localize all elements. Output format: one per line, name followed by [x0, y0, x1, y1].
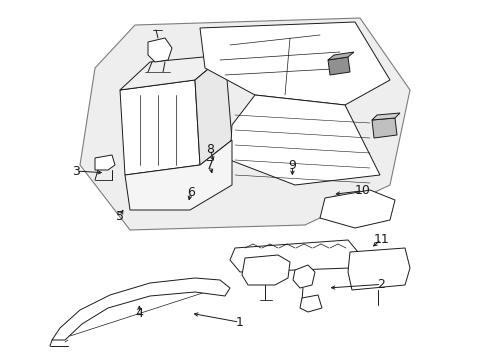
Text: 3: 3	[72, 165, 80, 177]
Text: 8: 8	[206, 143, 214, 156]
Text: 2: 2	[377, 278, 385, 291]
Polygon shape	[327, 52, 353, 60]
Polygon shape	[229, 95, 379, 185]
Polygon shape	[371, 118, 396, 138]
Polygon shape	[200, 22, 389, 105]
Polygon shape	[95, 155, 115, 170]
Text: 5: 5	[116, 210, 123, 222]
Polygon shape	[120, 55, 224, 90]
Polygon shape	[229, 240, 357, 272]
Text: 11: 11	[373, 233, 388, 246]
Polygon shape	[292, 265, 314, 288]
Polygon shape	[371, 113, 399, 120]
Polygon shape	[120, 80, 200, 175]
Polygon shape	[148, 38, 172, 62]
Polygon shape	[80, 18, 409, 230]
Text: 6: 6	[186, 186, 194, 199]
Text: 1: 1	[235, 316, 243, 329]
Text: 9: 9	[288, 159, 296, 172]
Text: 10: 10	[354, 184, 370, 197]
Polygon shape	[242, 255, 289, 285]
Text: 4: 4	[135, 307, 143, 320]
Polygon shape	[327, 57, 349, 75]
Polygon shape	[319, 190, 394, 228]
Polygon shape	[299, 295, 321, 312]
Text: 7: 7	[206, 159, 214, 172]
Polygon shape	[125, 140, 231, 210]
Polygon shape	[195, 55, 231, 165]
Polygon shape	[52, 278, 229, 340]
Polygon shape	[347, 248, 409, 290]
